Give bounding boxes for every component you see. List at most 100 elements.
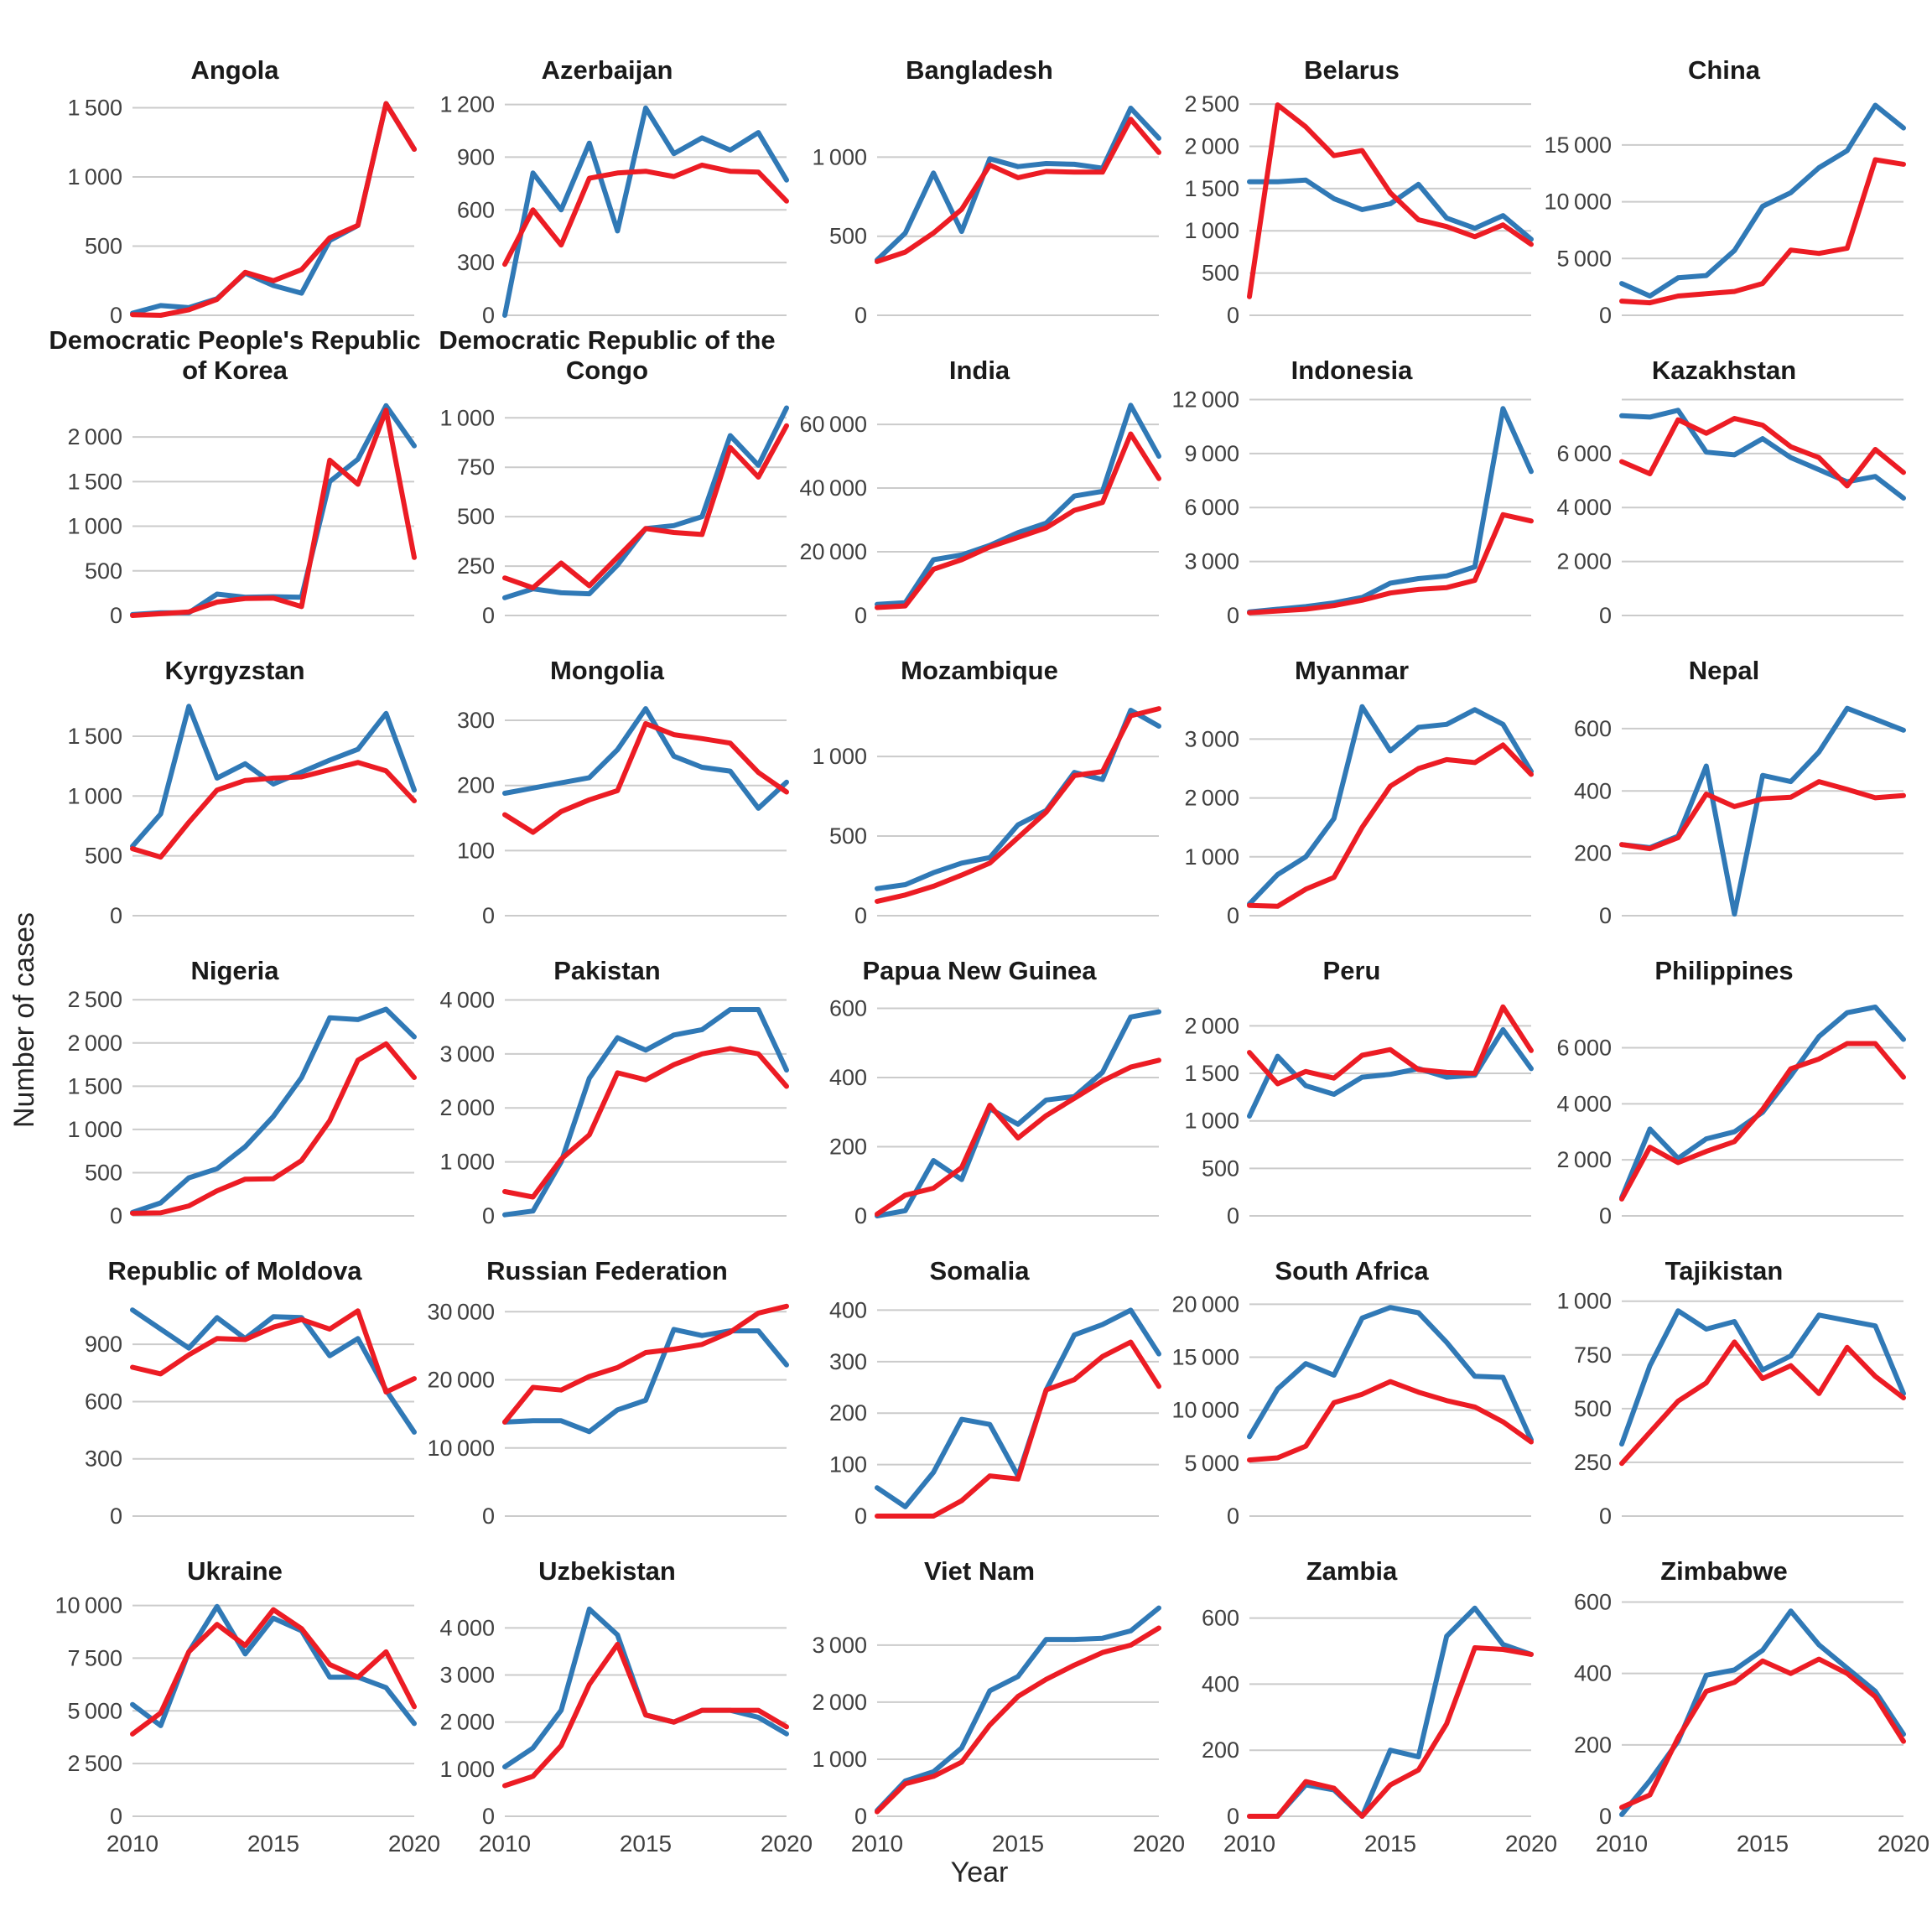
series-line-red (502, 1642, 789, 1789)
y-tick-label: 40 000 (800, 475, 868, 501)
y-tick-label: 400 (829, 1297, 867, 1322)
y-tick-label: 200 (457, 773, 495, 798)
panel-title: Peru (1322, 956, 1381, 985)
panel-title: Viet Nam (923, 1556, 1036, 1586)
series-line-red (875, 1339, 1161, 1519)
series-line-red (502, 1303, 789, 1425)
series-line-red (1247, 102, 1534, 299)
panel-plot: 0 500 1 000 1 500 (68, 704, 417, 928)
y-tick-label: 500 (1574, 1396, 1612, 1421)
y-tick-label: 0 (1227, 1203, 1239, 1228)
y-tick-label: 0 (110, 903, 122, 928)
facet-panel-bangladesh: Bangladesh 0 500 1 000 (793, 23, 1166, 328)
y-tick-label: 750 (457, 454, 495, 480)
y-tick-label: 4 000 (1557, 495, 1612, 520)
y-tick-label: 1 000 (68, 514, 122, 539)
x-tick-label: 2010 (851, 1831, 903, 1857)
facet-panel-nepal: Nepal 0 200 400 600 (1538, 624, 1910, 928)
panel-title: Belarus (1304, 55, 1400, 85)
panel-title: Kazakhstan (1651, 356, 1797, 385)
panel-title: Republic of Moldova (107, 1256, 362, 1285)
y-tick-label: 500 (829, 823, 867, 849)
series-line-red (502, 423, 789, 590)
facet-panel-zimbabwe: Zimbabwe 0 200 400 600 2010 2015 2020 (1538, 1524, 1929, 1863)
y-tick-label: 20 000 (1172, 1291, 1240, 1317)
y-tick-label: 0 (1227, 1504, 1239, 1529)
y-tick-label: 0 (854, 903, 867, 928)
y-tick-label: 2 000 (68, 1031, 122, 1056)
y-tick-label: 0 (482, 603, 495, 628)
y-tick-label: 600 (457, 197, 495, 222)
panel-title: Papua New Guinea (862, 956, 1097, 985)
y-tick-label: 1 500 (68, 469, 122, 494)
y-tick-label: 900 (85, 1332, 122, 1357)
facet-panel-indonesia: Indonesia 0 3 000 6 000 9 000 12 000 (1166, 324, 1538, 628)
x-tick-label: 2020 (761, 1831, 813, 1857)
series-line-red (1619, 157, 1906, 306)
series-line-blue (502, 1606, 789, 1769)
facet-panel-ukraine: Ukraine 0 2 500 5 000 7 500 10 000 2010 2015 202… (49, 1524, 441, 1863)
y-tick-label: 0 (482, 1504, 495, 1529)
panel-plot: 0 200 400 600 (829, 996, 1161, 1228)
y-tick-label: 0 (1227, 303, 1239, 328)
y-tick-label: 500 (85, 844, 122, 869)
x-tick-label: 2020 (1877, 1831, 1929, 1857)
y-tick-label: 0 (110, 1203, 122, 1228)
panel-title: Indonesia (1291, 356, 1413, 385)
panel-plot: 0 500 1 000 (813, 106, 1161, 328)
facet-panel-azerbaijan: Azerbaijan 0 300 600 900 1 200 (421, 23, 793, 328)
y-tick-label: 1 000 (813, 744, 867, 769)
series-line-red (1247, 1645, 1534, 1819)
series-line-blue (875, 106, 1161, 262)
y-tick-label: 10 000 (428, 1436, 496, 1461)
y-tick-label: 2 000 (68, 424, 122, 449)
panel-title: Zimbabwe (1660, 1556, 1788, 1586)
facet-panel-angola: Angola 0 500 1 000 1 500 (49, 23, 421, 328)
y-tick-label: 1 000 (1185, 218, 1239, 243)
y-tick-label: 15 000 (1172, 1345, 1240, 1370)
y-tick-label: 400 (829, 1065, 867, 1090)
panel-plot: 0 200 400 600 2010 2015 2020 (1574, 1590, 1929, 1857)
panel-plot: 0 100 200 300 400 (829, 1297, 1161, 1529)
y-tick-label: 400 (1574, 1661, 1612, 1686)
panel-title: China (1687, 55, 1761, 85)
y-tick-label: 0 (482, 1203, 495, 1228)
facet-panel-pakistan: Pakistan 0 1 000 2 000 3 000 4 000 (421, 924, 793, 1228)
facet-panel-mongolia: Mongolia 0 100 200 300 (421, 624, 793, 928)
series-line-blue (1619, 408, 1906, 501)
x-tick-label: 2010 (106, 1831, 158, 1857)
y-tick-label: 1 000 (813, 1747, 867, 1772)
y-tick-label: 3 000 (440, 1662, 495, 1687)
y-tick-label: 1 500 (1185, 1061, 1239, 1086)
facet-panel-zambia: Zambia 0 200 400 600 2010 2015 2020 (1166, 1524, 1557, 1863)
facet-panel-kyrgyzstan: Kyrgyzstan 0 500 1 000 1 500 (49, 624, 421, 928)
y-tick-label: 0 (110, 1804, 122, 1829)
y-tick-label: 0 (854, 303, 867, 328)
x-tick-label: 2020 (388, 1831, 440, 1857)
y-tick-label: 3 000 (813, 1633, 867, 1658)
y-tick-label: 2 500 (1185, 91, 1239, 117)
y-tick-label: 5 000 (1557, 246, 1612, 271)
series-line-red (1247, 1004, 1534, 1087)
y-tick-label: 10 000 (1172, 1398, 1240, 1423)
series-line-blue (1247, 177, 1534, 242)
y-tick-label: 1 000 (68, 783, 122, 808)
panel-plot: 0 500 1 000 1 500 2 000 2 500 (68, 987, 417, 1228)
series-line-blue (1619, 705, 1906, 917)
y-tick-label: 0 (1599, 1504, 1612, 1529)
y-tick-label: 1 000 (440, 405, 495, 430)
y-tick-label: 0 (110, 303, 122, 328)
x-tick-label: 2015 (1737, 1831, 1789, 1857)
y-tick-label: 500 (829, 224, 867, 249)
series-line-red (1619, 1656, 1906, 1810)
series-line-blue (875, 1009, 1161, 1218)
series-line-blue (502, 1327, 789, 1435)
panel-plot: 0 1 000 2 000 3 000 (1185, 704, 1534, 928)
y-tick-label: 200 (829, 1400, 867, 1426)
y-tick-label: 0 (1227, 1804, 1239, 1829)
panel-plot: 0 300 600 900 1 200 (440, 92, 789, 328)
facet-panel-papua-new-guinea: Papua New Guinea 0 200 400 600 (793, 924, 1166, 1228)
y-tick-label: 7 500 (68, 1645, 122, 1670)
series-line-red (1247, 512, 1534, 615)
y-tick-label: 250 (1574, 1450, 1612, 1475)
